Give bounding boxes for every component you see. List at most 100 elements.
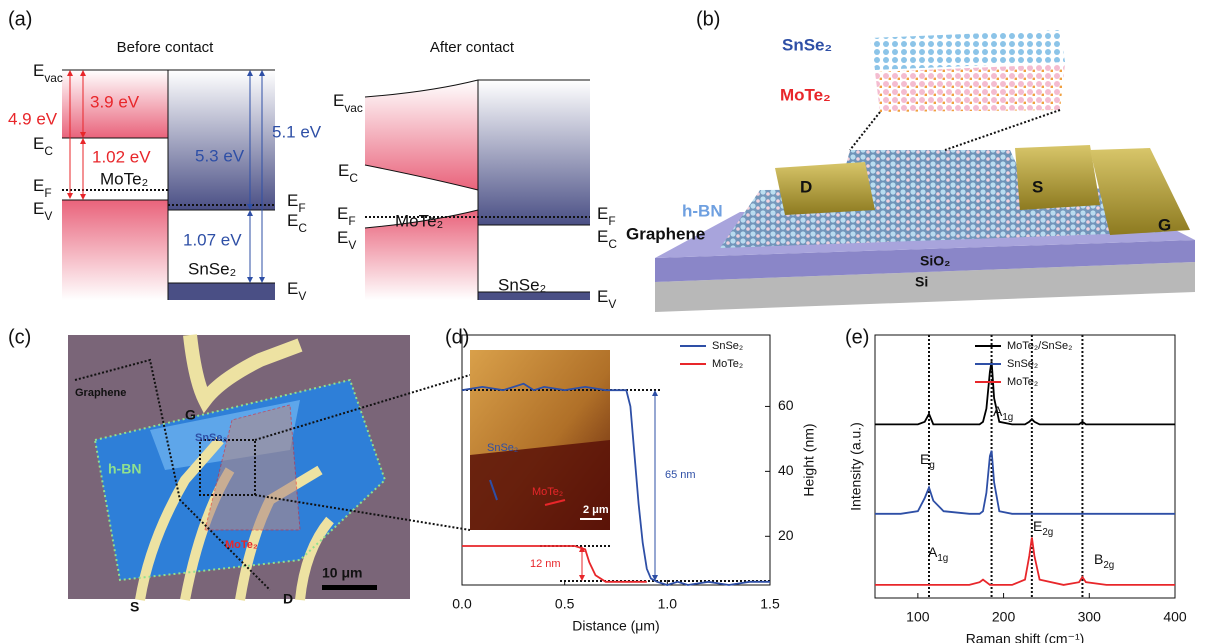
band-label: EV	[33, 199, 52, 223]
electrode-s	[1015, 145, 1100, 210]
label-subscript: 2g	[1042, 527, 1053, 538]
panel-tag: (d)	[445, 326, 469, 348]
label-main: E	[33, 199, 44, 218]
label-main: B	[1094, 551, 1103, 567]
device-label: MoTe₂	[780, 85, 831, 104]
snse2-conduction	[478, 80, 590, 225]
x-tick-label: 1.5	[760, 596, 780, 612]
legend-label: SnSe₂	[712, 340, 743, 352]
band-label: EC	[33, 134, 53, 158]
panel-tag: (c)	[8, 326, 31, 348]
label-subscript: V	[298, 289, 306, 303]
peak-label: B2g	[1094, 551, 1114, 571]
device-label: SiO₂	[920, 253, 950, 269]
label-main: E	[337, 228, 348, 247]
device-label: h-BN	[682, 201, 723, 220]
inset-label: MoTe₂	[532, 486, 563, 498]
snse2-valence	[168, 283, 275, 300]
band-label: EF	[337, 204, 356, 228]
zoom-line	[850, 112, 880, 150]
label-subscript: F	[298, 201, 305, 215]
label-main: E	[287, 211, 298, 230]
page: (a)Before contactAfter contactEvacECEFEV…	[0, 0, 1217, 643]
peak-label: A1g	[928, 544, 948, 564]
annotation: 12 nm	[530, 558, 561, 570]
band-label: 3.9 eV	[90, 92, 140, 111]
snse2-conduction	[168, 70, 275, 210]
x-tick-label: 1.0	[658, 596, 678, 612]
label-subscript: C	[298, 221, 307, 235]
inset-scale-bar	[580, 518, 602, 520]
micrograph-label: D	[283, 591, 293, 607]
micrograph-label: Graphene	[75, 387, 126, 399]
label-subscript: F	[348, 214, 355, 228]
panel-title: Before contact	[117, 39, 215, 56]
series-line	[875, 361, 1175, 424]
device-label: S	[1032, 177, 1043, 196]
panel-tag: (e)	[845, 326, 869, 348]
device-schematic	[655, 30, 1195, 312]
y-tick-label: 40	[778, 462, 794, 478]
electrode-d	[775, 162, 875, 215]
annotation: 65 nm	[665, 469, 696, 481]
inset-label: 2 μm	[583, 504, 609, 516]
micrograph-label: G	[185, 407, 196, 423]
band-label: MoTe₂	[395, 211, 443, 230]
label-main: E	[338, 161, 349, 180]
device-label: D	[800, 177, 812, 196]
label-subscript: F	[44, 186, 51, 200]
label-subscript: C	[608, 237, 617, 251]
label-main: E	[33, 61, 44, 80]
label-main: E	[333, 91, 344, 110]
label-main: E	[287, 191, 298, 210]
micrograph-label: S	[130, 599, 139, 615]
label-main: E	[337, 204, 348, 223]
x-tick-label: 200	[992, 609, 1016, 625]
peak-label: Eg	[920, 451, 935, 471]
band-label: EV	[287, 279, 306, 303]
peak-label: E2g	[1033, 518, 1053, 538]
band-label: EC	[597, 227, 617, 251]
micrograph-label: SnSe₂	[195, 432, 228, 444]
device-label: G	[1158, 215, 1171, 234]
label-subscript: C	[349, 171, 358, 185]
device-label: Graphene	[626, 224, 705, 243]
micrograph-label: MoTe₂	[225, 539, 258, 551]
label-subscript: vac	[44, 71, 63, 85]
band-label: SnSe₂	[188, 259, 236, 278]
band-label: EF	[597, 204, 616, 228]
band-label: EF	[33, 176, 52, 200]
band-label: 5.3 eV	[195, 146, 245, 165]
device-label: SnSe₂	[782, 35, 832, 54]
label-main: E	[1033, 518, 1042, 534]
band-label: 4.9 eV	[8, 109, 58, 128]
y-tick-label: 20	[778, 527, 794, 543]
band-label: EV	[597, 287, 616, 311]
band-diagram-after	[365, 80, 590, 300]
x-axis-label: Distance (μm)	[572, 618, 659, 634]
zoom-line	[945, 110, 1060, 150]
label-main: E	[597, 204, 608, 223]
figure: (a)Before contactAfter contactEvacECEFEV…	[0, 0, 1217, 643]
band-label: MoTe₂	[100, 169, 148, 188]
mote2-crystal	[875, 64, 1065, 112]
panel-tag: (b)	[696, 8, 720, 30]
x-tick-label: 0.0	[452, 596, 472, 612]
legend-label: SnSe₂	[1007, 358, 1038, 370]
series-line	[875, 538, 1175, 585]
x-tick-label: 0.5	[555, 596, 575, 612]
y-tick-label: 60	[778, 397, 794, 413]
label-subscript: 2g	[1103, 560, 1114, 571]
x-tick-label: 400	[1163, 609, 1187, 625]
label-main: E	[33, 176, 44, 195]
inset-label: SnSe₂	[487, 442, 518, 454]
label-main: E	[920, 451, 929, 467]
band-label: SnSe₂	[498, 275, 546, 294]
label-subscript: vac	[344, 101, 363, 115]
mote2-conduction	[365, 80, 478, 190]
label-main: E	[597, 227, 608, 246]
label-subscript: V	[608, 297, 616, 311]
device-label: Si	[915, 274, 928, 290]
band-label: 5.1 eV	[272, 122, 322, 141]
legend-label: MoTe₂/SnSe₂	[1007, 340, 1072, 352]
